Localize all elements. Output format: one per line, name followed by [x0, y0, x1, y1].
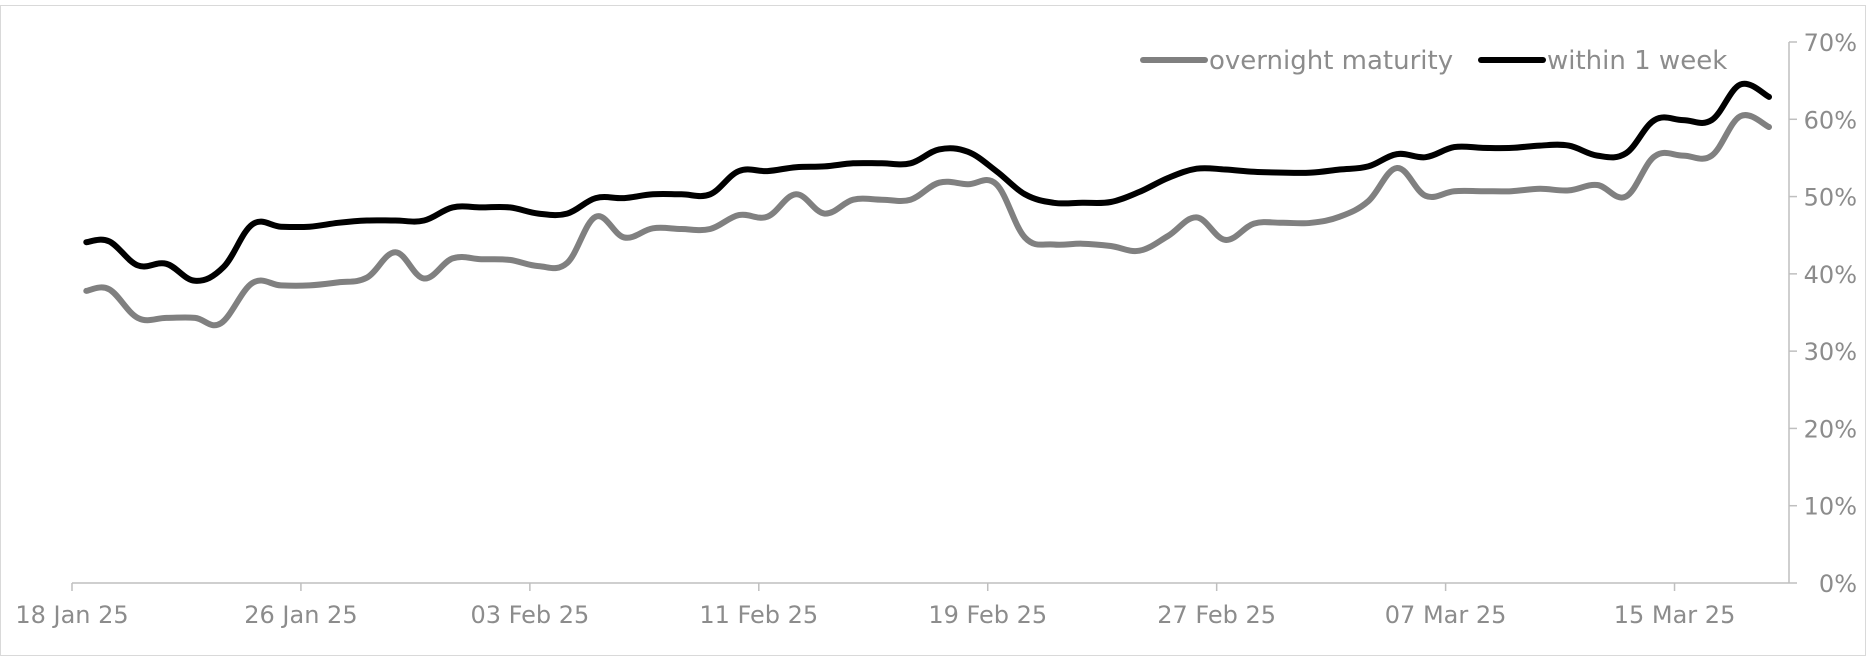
x-tick-label: 19 Feb 25	[928, 601, 1047, 629]
x-tick-label: 27 Feb 25	[1157, 601, 1276, 629]
series-layer	[83, 80, 1772, 329]
legend-label-overnight-maturity: overnight maturity	[1209, 46, 1453, 76]
x-tick-label: 26 Jan 25	[244, 601, 357, 629]
plot-frame	[0, 5, 1866, 656]
y-axis: 0% 10% 20% 30% 40% 50% 60% 70%	[1788, 29, 1857, 598]
x-tick-label: 15 Mar 25	[1614, 601, 1736, 629]
y-tick-label: 20%	[1804, 415, 1857, 443]
series-line-overnight-maturity	[83, 112, 1772, 329]
legend-label-within-1-week: within 1 week	[1547, 46, 1727, 76]
y-tick-label: 60%	[1804, 106, 1857, 134]
chart-border	[0, 5, 1866, 656]
x-tick-label: 11 Feb 25	[699, 601, 818, 629]
series-line-within-1-week	[83, 80, 1772, 284]
y-tick-label: 0%	[1819, 570, 1857, 598]
x-tick-label: 07 Mar 25	[1385, 601, 1507, 629]
x-tick-label: 18 Jan 25	[15, 601, 128, 629]
y-tick-label: 30%	[1804, 338, 1857, 366]
legend: overnight maturity within 1 week	[1140, 46, 1727, 76]
x-axis: 18 Jan 25 26 Jan 25 03 Feb 25 11 Feb 25 19 F…	[15, 582, 1789, 629]
x-tick-label: 03 Feb 25	[470, 601, 589, 629]
y-tick-label: 10%	[1804, 493, 1857, 521]
y-tick-label: 70%	[1804, 29, 1857, 57]
y-tick-label: 40%	[1804, 261, 1857, 289]
y-tick-label: 50%	[1804, 184, 1857, 212]
